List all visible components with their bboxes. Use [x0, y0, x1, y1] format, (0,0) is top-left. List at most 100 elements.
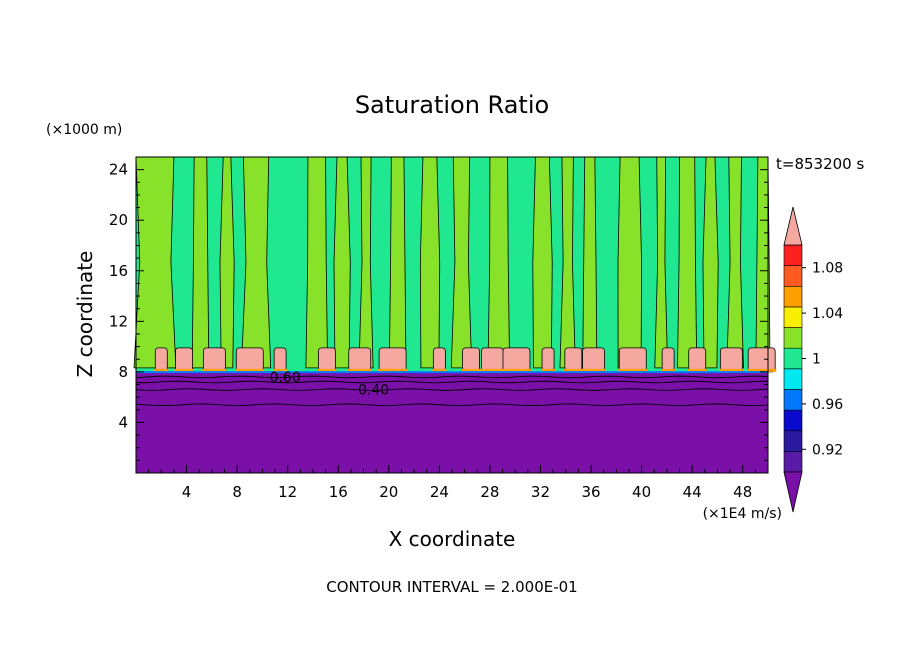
contour-field [133, 156, 777, 473]
supersat-column [191, 156, 210, 369]
colorbar-tick-label: 1 [812, 352, 821, 368]
contour-line [135, 375, 769, 379]
supersat-column [582, 156, 598, 369]
y-tick-label: 8 [118, 363, 128, 381]
y-tick-label: 12 [109, 312, 128, 330]
y-tick-label: 20 [109, 211, 128, 229]
cloud-edge [687, 368, 707, 372]
x-tick-label: 16 [329, 483, 348, 501]
colorbar-under-arrow [783, 471, 803, 513]
cloud-edge [378, 368, 408, 372]
cloud-blob [502, 347, 531, 373]
y-unit-label: (×1000 m) [46, 122, 122, 138]
x-tick-label: 44 [683, 483, 702, 501]
supersat-column [333, 156, 351, 369]
colorbar-segment [783, 327, 803, 349]
colorbar-segment [783, 285, 803, 308]
supersat-column [241, 156, 272, 369]
cloud-edge [461, 368, 481, 372]
contour-labels: 0.60 0.40 [270, 370, 390, 399]
cloud-edge [174, 368, 194, 372]
cloud-edge [661, 368, 676, 372]
cloud-edge [581, 368, 606, 372]
contour-label: 0.60 [270, 370, 301, 386]
cloud-edge [719, 368, 744, 372]
cloud-blob [348, 347, 372, 373]
colorbar: 0.92 0.96 1 1.04 1.08 [783, 206, 843, 513]
cloud-blob [462, 347, 480, 373]
supersat-column [617, 156, 642, 369]
supersat-column [219, 156, 235, 369]
x-tick-label: 4 [182, 483, 192, 501]
cloud-edge [202, 368, 227, 372]
colorbar-tick-label: 0.96 [812, 397, 843, 413]
x-tick-label: 32 [531, 483, 550, 501]
x-tick-label: 24 [430, 483, 449, 501]
supersat-column [677, 156, 698, 369]
colorbar-tick-label: 1.04 [812, 306, 843, 322]
cloud-blob [688, 347, 707, 373]
cloud-blob [202, 347, 226, 373]
chart-title: Saturation Ratio [355, 91, 549, 119]
x-tick-label: 12 [278, 483, 297, 501]
x-tick-label: 36 [581, 483, 600, 501]
contour-line [135, 380, 769, 384]
colorbar-segment [783, 389, 803, 411]
x-axis-ticks: 4 8 12 16 20 24 28 32 36 40 44 48 [148, 465, 756, 501]
cloud-blob [175, 347, 193, 373]
x-tick-label: 8 [232, 483, 242, 501]
colorbar-segment [783, 244, 803, 266]
time-label: t=853200 s [776, 155, 864, 173]
colorbar-tick-label: 1.08 [812, 261, 843, 277]
cloud-blob [481, 347, 504, 373]
supersat-column [702, 156, 719, 369]
supersat-column [133, 156, 177, 369]
cloud-blob [747, 347, 776, 373]
cloud-edge [317, 368, 337, 372]
cloud-blob [541, 347, 555, 373]
x-tick-label: 48 [733, 483, 752, 501]
cloud-blob [317, 347, 336, 373]
cloud-edge [432, 368, 447, 372]
supersat-column [305, 156, 329, 369]
y-tick-label: 4 [118, 413, 128, 431]
cloud-blob [273, 347, 287, 373]
cloud-blob [582, 347, 605, 373]
subsaturated-region [136, 373, 768, 473]
cloud-blob [235, 347, 264, 373]
colorbar-segment [783, 265, 803, 287]
colorbar-segment [783, 306, 803, 328]
y-tick-label: 24 [109, 161, 128, 179]
cloud-edge [235, 368, 265, 372]
cloud-blob [432, 347, 446, 373]
cloud-blob [719, 347, 743, 373]
cloud-blob [661, 347, 675, 373]
cloud-edge [541, 368, 556, 372]
x-tick-label: 20 [379, 483, 398, 501]
colorbar-segment [783, 368, 803, 390]
cloud-blob [154, 347, 168, 373]
colorbar-segment [783, 347, 803, 370]
cloud-blob [564, 347, 583, 373]
y-axis-ticks: 4 8 12 16 20 24 [109, 161, 768, 461]
x-tick-label: 40 [632, 483, 651, 501]
x-tick-label: 28 [480, 483, 499, 501]
colorbar-tick-label: 0.92 [812, 442, 843, 458]
cloud-blob [618, 347, 647, 373]
cloud-edge [747, 368, 777, 372]
x-unit-label: (×1E4 m/s) [703, 506, 782, 522]
colorbar-segment [783, 409, 803, 432]
cloud-edge [273, 368, 288, 372]
contour-label: 0.40 [358, 383, 389, 399]
cloud-edge [618, 368, 648, 372]
cloud-edge [480, 368, 505, 372]
colorbar-over-arrow [783, 206, 803, 246]
colorbar-segment [783, 430, 803, 452]
cloud-edge [347, 368, 372, 372]
cloud-blob [378, 347, 407, 373]
contour-line [135, 388, 769, 391]
cloud-edge [501, 368, 531, 372]
supersat-column [532, 156, 553, 369]
